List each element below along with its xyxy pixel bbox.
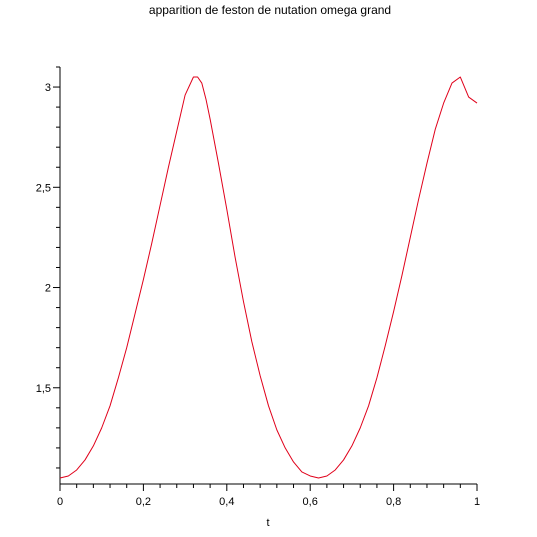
x-tick-label: 0,4: [219, 496, 234, 508]
y-tick-label: 1,5: [36, 383, 51, 395]
y-tick-label: 3: [45, 82, 51, 94]
x-tick-label: 0,2: [136, 496, 151, 508]
y-tick-label: 2: [45, 283, 51, 295]
series-layer: [59, 76, 478, 479]
x-tick-label: 0,6: [303, 496, 318, 508]
chart-title: apparition de feston de nutation omega g…: [149, 3, 391, 17]
y-tick-label: 2,5: [36, 182, 51, 194]
axes: [59, 67, 477, 485]
ticks: [53, 66, 478, 491]
x-tick-label: 0: [57, 496, 63, 508]
x-tick-label: 0,8: [386, 496, 401, 508]
x-axis-label: t: [266, 517, 269, 529]
x-tick-label: 1: [474, 496, 480, 508]
series-line: [59, 76, 478, 479]
tick-labels: 0 0,2 0,4 0,6 0,8 1 1,5 2 2,5 3: [36, 82, 480, 508]
